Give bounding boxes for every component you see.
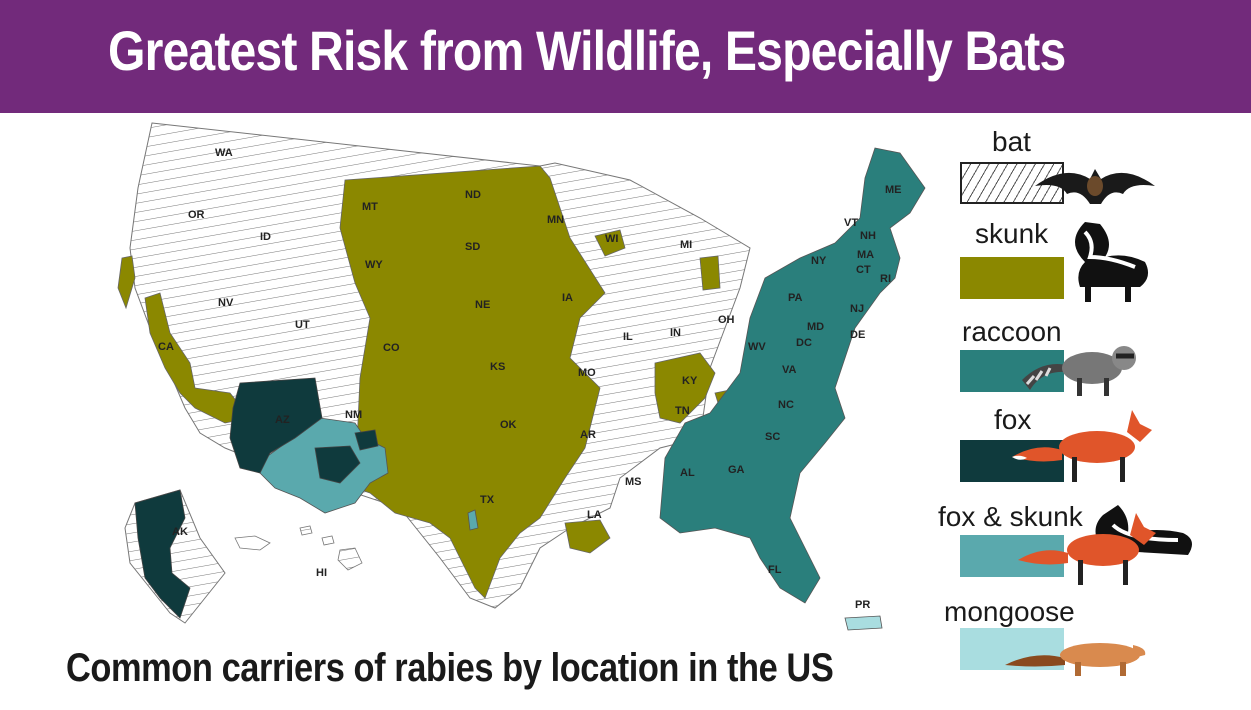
state-label-il: IL (623, 331, 633, 343)
legend-item-raccoon: raccoon (930, 310, 1251, 400)
state-label-id: ID (260, 231, 271, 243)
state-label-mn: MN (547, 214, 564, 226)
state-label-la: LA (587, 509, 602, 521)
state-label-ct: CT (856, 264, 871, 276)
state-label-ny: NY (811, 255, 827, 267)
skunk-region-central (339, 165, 606, 599)
state-label-ks: KS (490, 361, 505, 373)
state-label-sc: SC (765, 431, 780, 443)
state-label-tx: TX (480, 494, 495, 506)
state-label-in: IN (670, 327, 681, 339)
state-label-va: VA (782, 364, 797, 376)
bat-icon (1035, 169, 1155, 204)
fox-region-nm-east (354, 429, 379, 451)
legend: bat skunk raccoon fox (930, 120, 1251, 700)
state-label-pa: PA (788, 292, 803, 304)
state-label-me: ME (885, 184, 902, 196)
state-label-sd: SD (465, 241, 480, 253)
us-rabies-map: WA OR ID CA NV UT AZ MT WY CO NM ND SD NE KS OK TX MN IA MO… (100, 118, 930, 648)
mongoose-region-puerto-rico (844, 615, 883, 631)
state-label-ky: KY (682, 375, 698, 387)
legend-item-fox: fox (930, 402, 1251, 492)
state-label-or: OR (188, 209, 205, 221)
map-caption: Common carriers of rabies by location in… (66, 646, 834, 690)
state-label-tn: TN (675, 405, 690, 417)
state-label-ga: GA (728, 464, 745, 476)
state-label-ia: IA (562, 292, 573, 304)
state-label-nh: NH (860, 230, 876, 242)
state-label-mo: MO (578, 367, 596, 379)
legend-item-bat: bat (930, 120, 1251, 210)
skunk-region-michigan (699, 255, 721, 291)
state-label-nd: ND (465, 189, 481, 201)
state-label-wa: WA (215, 147, 233, 159)
legend-item-fox-and-skunk: fox & skunk (930, 495, 1251, 605)
state-label-ak: AK (172, 526, 188, 538)
fox-icon (1012, 410, 1152, 482)
legend-label-mongoose: mongoose (944, 596, 1075, 627)
skunk-icon (1075, 222, 1149, 302)
title-banner: Greatest Risk from Wildlife, Especially … (0, 0, 1251, 113)
legend-label-raccoon: raccoon (962, 316, 1062, 347)
hawaii-islands (299, 525, 363, 571)
raccoon-icon (1022, 346, 1136, 396)
state-label-de: DE (850, 329, 865, 341)
skunk-region-wisconsin (594, 229, 626, 257)
skunk-region-kentucky-tennessee (654, 352, 716, 424)
state-label-az: AZ (275, 414, 290, 426)
state-label-ut: UT (295, 319, 310, 331)
state-label-ar: AR (580, 429, 596, 441)
skunk-region-louisiana (564, 519, 611, 554)
state-label-md: MD (807, 321, 824, 333)
state-label-fl: FL (768, 564, 782, 576)
state-label-ca: CA (158, 341, 174, 353)
state-label-wi: WI (605, 233, 618, 245)
fox-region-alaska (134, 489, 191, 619)
state-label-nv: NV (218, 297, 234, 309)
fox-and-skunk-icon (1018, 505, 1192, 585)
state-label-al: AL (680, 467, 695, 479)
alaska-islands (234, 535, 271, 551)
state-label-nj: NJ (850, 303, 864, 315)
legend-label-fox-and-skunk: fox & skunk (938, 501, 1083, 532)
state-label-mt: MT (362, 201, 378, 213)
state-label-vt: VT (844, 217, 858, 229)
map-svg: WA OR ID CA NV UT AZ MT WY CO NM ND SD NE KS OK TX MN IA MO… (117, 122, 926, 631)
legend-label-bat: bat (992, 126, 1031, 157)
state-label-mi: MI (680, 239, 692, 251)
raccoon-region-east (659, 147, 926, 604)
legend-item-mongoose: mongoose (930, 590, 1251, 690)
state-label-pr: PR (855, 599, 870, 611)
state-label-oh: OH (718, 314, 735, 326)
fox-region-nm-south (314, 445, 361, 484)
state-label-ri: RI (880, 273, 891, 285)
state-labels: WA OR ID CA NV UT AZ MT WY CO NM ND SD NE KS OK TX MN IA MO… (158, 147, 902, 611)
state-label-co: CO (383, 342, 400, 354)
legend-label-fox: fox (994, 404, 1032, 435)
skunk-region-nw-coast (117, 255, 136, 310)
state-label-hi: HI (316, 567, 327, 579)
state-label-ma: MA (857, 249, 874, 261)
state-label-ms: MS (625, 476, 642, 488)
mongoose-icon (1005, 643, 1146, 676)
state-label-nm: NM (345, 409, 362, 421)
state-label-dc: DC (796, 337, 812, 349)
legend-swatch-skunk (960, 257, 1064, 299)
fox-region-arizona (229, 377, 323, 474)
state-label-ok: OK (500, 419, 517, 431)
state-label-wv: WV (748, 341, 766, 353)
state-label-wy: WY (365, 259, 383, 271)
legend-item-skunk: skunk (930, 212, 1251, 307)
state-label-nc: NC (778, 399, 794, 411)
page-title: Greatest Risk from Wildlife, Especially … (108, 19, 1066, 82)
state-label-ne: NE (475, 299, 490, 311)
fox-skunk-region-texas (467, 509, 479, 531)
legend-label-skunk: skunk (975, 218, 1049, 249)
